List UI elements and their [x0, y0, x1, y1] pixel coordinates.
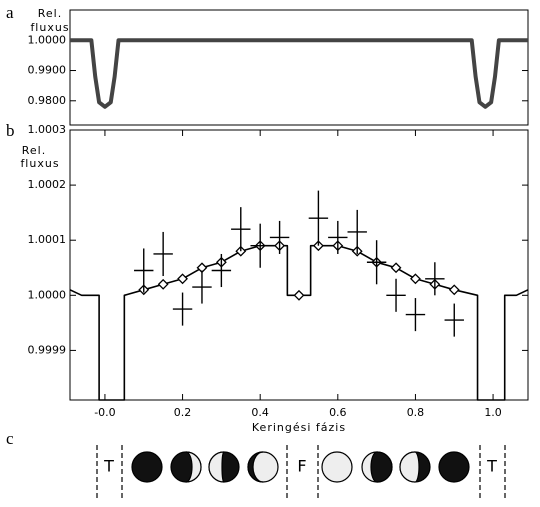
diamond-marker: [390, 262, 402, 274]
diamond-marker: [410, 273, 421, 285]
phase-icon: [131, 451, 163, 483]
phase-icon: [321, 451, 353, 483]
phase-marker: T: [103, 457, 114, 476]
phase-icon: [438, 451, 470, 483]
phase-marker: F: [297, 457, 306, 476]
y-tick-label: 1.0002: [28, 178, 67, 191]
plot-frame: [69, 129, 529, 401]
data-line: [69, 244, 529, 401]
y-tick-label: 1.0000: [28, 33, 67, 46]
y-tick-label: 1.0001: [28, 233, 67, 246]
y-tick-label: 1.0000: [28, 288, 67, 301]
y-axis-label: Rel.: [38, 7, 62, 20]
panel-label: c: [6, 429, 14, 448]
y-tick-label: 0.9800: [28, 94, 67, 107]
x-tick-label: 0.6: [329, 406, 347, 419]
x-tick-label: 0.4: [251, 406, 269, 419]
x-tick-label: -0.0: [94, 406, 115, 419]
panel-label: a: [6, 3, 14, 22]
phase-icon: [247, 451, 264, 483]
y-axis-label: fluxus: [20, 157, 59, 170]
phase-icon: [399, 451, 420, 483]
phase-marker: T: [486, 457, 497, 476]
panel-label: b: [6, 121, 15, 140]
y-tick-label: 0.9999: [28, 343, 67, 356]
y-tick-label: 1.0003: [28, 123, 67, 136]
y-axis-label: fluxus: [30, 21, 69, 34]
phase-icon: [208, 451, 225, 483]
phase-icon: [370, 451, 393, 483]
phase-diagram: [96, 445, 506, 500]
x-tick-label: 0.8: [407, 406, 425, 419]
y-tick-label: 0.9900: [28, 64, 67, 77]
x-axis-label: Keringési fázis: [252, 421, 346, 434]
phase-icon: [185, 451, 202, 483]
x-tick-label: 1.0: [484, 406, 502, 419]
x-tick-label: 0.2: [174, 406, 192, 419]
diamond-marker: [293, 289, 305, 301]
diamond-marker: [157, 278, 169, 290]
diamond-marker: [448, 284, 460, 296]
y-axis-label: Rel.: [22, 144, 46, 157]
plot-frame: [69, 9, 529, 126]
data-line: [70, 38, 528, 109]
diamond-marker: [177, 273, 188, 285]
